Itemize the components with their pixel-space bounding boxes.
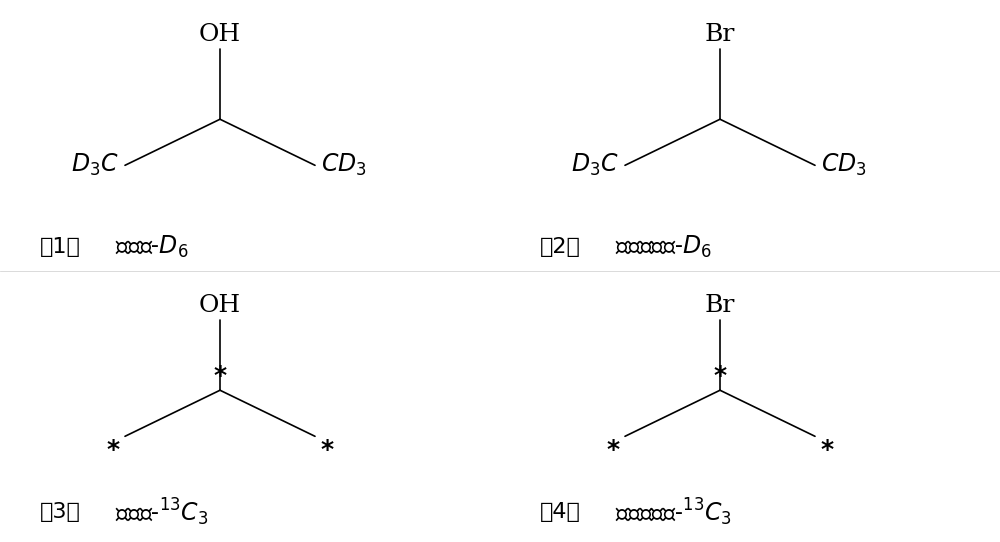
Text: （4）: （4） [540, 502, 581, 522]
Text: *: * [106, 438, 120, 462]
Text: 溴代异丙烷-$D_6$: 溴代异丙烷-$D_6$ [615, 234, 712, 260]
Text: Br: Br [705, 294, 735, 317]
Text: Br: Br [705, 23, 735, 46]
Text: $CD_3$: $CD_3$ [821, 152, 867, 178]
Text: OH: OH [199, 23, 241, 46]
Text: *: * [606, 438, 620, 462]
Text: $D_3C$: $D_3C$ [571, 152, 619, 178]
Text: $D_3C$: $D_3C$ [71, 152, 119, 178]
Text: *: * [320, 438, 334, 462]
Text: （3）: （3） [40, 502, 81, 522]
Text: 溴代异丙烷-$^{13}C_3$: 溴代异丙烷-$^{13}C_3$ [615, 496, 732, 528]
Text: OH: OH [199, 294, 241, 317]
Text: *: * [713, 364, 727, 388]
Text: $CD_3$: $CD_3$ [321, 152, 367, 178]
Text: *: * [820, 438, 834, 462]
Text: 异丙醇-$^{13}C_3$: 异丙醇-$^{13}C_3$ [115, 496, 208, 528]
Text: （2）: （2） [540, 237, 581, 256]
Text: 异丙醇-$D_6$: 异丙醇-$D_6$ [115, 234, 188, 260]
Text: *: * [213, 364, 227, 388]
Text: （1）: （1） [40, 237, 81, 256]
